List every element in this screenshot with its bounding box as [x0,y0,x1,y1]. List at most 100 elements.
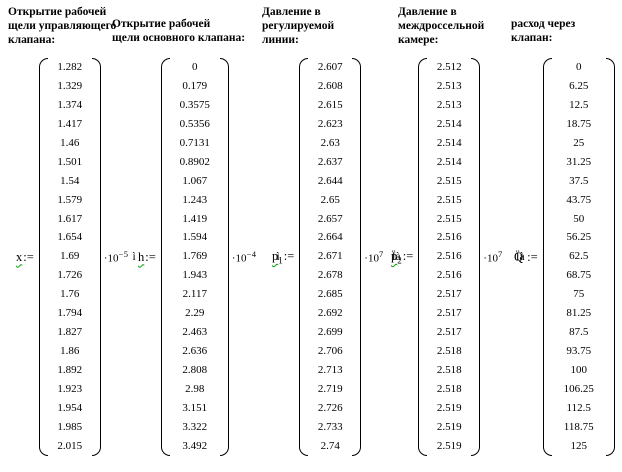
variable-subscript: 1 [278,255,283,266]
vector-value: 2.519 [436,420,462,433]
unit-p2: Ïà [515,251,525,263]
multiplier-p2: ·107 [483,249,502,265]
vector-value: 87.5 [569,326,589,339]
vector-value: 1.374 [57,98,83,111]
header-main-valve-opening[interactable]: Открытие рабочей щели основного клапана: [112,18,246,45]
vector-value: 1.579 [57,193,83,206]
vector-value: 0.8902 [179,155,210,168]
math-region-p2[interactable]: p2:= 2.512 2.513 2.513 2.514 2.514 2.514 2.515… [391,58,525,456]
vector-value: 68.75 [566,269,592,282]
multiplier-base: ·10 [231,252,247,265]
multiplier-base: ·10 [483,252,498,265]
vector-value: 93.75 [566,345,592,358]
vector-value: 2.463 [182,326,208,339]
vector-value: 100 [570,364,587,376]
vector-value: 1.594 [182,231,208,244]
unit-x: ì [132,251,136,263]
vector-h: 0 0.179 0.3575 0.5356 0.7131 0.8902 1.067 1.243… [160,58,229,456]
vector-value: 1.329 [57,79,83,92]
vector-value: 1.067 [182,174,208,187]
vector-value: 2.519 [436,439,462,452]
vector-value: 2.29 [185,307,205,320]
vector-value: 2.726 [317,401,343,414]
vector-value: 2.692 [317,307,343,320]
assign-operator: := [283,248,295,263]
variable-name-p1: p1 [272,249,283,266]
vector-value: 1.954 [57,401,83,414]
vector-value: 0.7131 [179,136,210,149]
vector-value: 1.417 [57,117,83,130]
header-interthrottle-chamber-pressure[interactable]: Давление в междроссельной камере: [398,6,485,47]
assign-operator: := [23,249,34,264]
vector-value: 75 [573,288,585,301]
vector-value: 2.685 [317,288,343,301]
vector-value: 1.923 [57,382,83,395]
vector-value: 2.516 [436,269,462,282]
vector-value: 37.5 [569,174,589,187]
vector-value: 0 [192,61,198,73]
vector-x-values: 1.282 1.329 1.374 1.417 1.46 1.501 1.54 1.579 1.… [48,58,92,456]
vector-value: 2.518 [436,382,462,395]
vector-value: 56.25 [566,231,592,244]
vector-value: 43.75 [566,193,592,206]
variable-subscript: 2 [397,255,402,266]
vector-value: 2.678 [317,269,343,282]
vector-value: 1.282 [57,61,83,73]
vector-value: 1.943 [182,269,208,282]
vector-value: 1.827 [57,326,83,339]
vector-value: 3.151 [182,401,208,414]
variable-name-base: p [391,248,398,263]
vector-value: 50 [573,212,585,225]
variable-name-x: x [16,249,23,264]
vector-p1-values: 2.607 2.608 2.615 2.623 2.63 2.637 2.644 2.65 2.… [308,58,352,456]
header-valve-flow[interactable]: расход через клапан: [511,18,576,45]
multiplier-x: ·10−5 [104,249,129,265]
vector-value: 2.607 [317,61,343,73]
vector-value: 2.63 [320,136,340,149]
vector-value: 2.713 [317,364,343,376]
multiplier-exponent: −5 [118,249,129,260]
assign-operator: := [402,248,414,263]
vector-value: 2.517 [436,288,462,301]
vector-value: 1.617 [57,212,83,225]
vector-value: 118.75 [563,420,594,433]
vector-value: 2.515 [436,212,462,225]
vector-value: 2.513 [436,98,462,111]
math-region-x[interactable]: x:= 1.282 1.329 1.374 1.417 1.46 1.501 1.54 1.5… [16,58,136,456]
multiplier-exponent: 7 [497,249,503,260]
vector-value: 1.86 [60,345,80,358]
variable-name-q: Q [514,249,524,264]
header-regulated-line-pressure[interactable]: Давление в регулируемой линии: [262,6,335,47]
vector-value: 2.514 [436,136,462,149]
header-control-valve-opening[interactable]: Открытие рабочей щели управляющего клапа… [8,6,117,47]
vector-value: 3.492 [182,439,208,452]
vector-value: 2.74 [320,439,340,452]
vector-q: 0 6.25 12.5 18.75 25 31.25 37.5 43.75 50 56.25 62.… [542,58,615,456]
math-region-p1[interactable]: p1:= 2.607 2.608 2.615 2.623 2.63 2.637 2.644 2… [272,58,401,456]
vector-value: 2.719 [317,382,343,395]
variable-label-x: x:= [16,250,34,265]
paren-left-icon [160,58,170,456]
vector-value: 2.808 [182,364,208,376]
vector-value: 2.98 [185,382,205,395]
vector-value: 2.518 [436,345,462,358]
vector-value: 0.3575 [179,98,210,111]
vector-value: 125 [570,439,587,452]
vector-value: 2.733 [317,420,343,433]
vector-value: 1.76 [60,288,80,301]
vector-value: 2.514 [436,155,462,168]
paren-right-icon [219,58,229,456]
math-region-h[interactable]: h:= 0 0.179 0.3575 0.5356 0.7131 0.8902 1.067 1… [138,58,280,456]
vector-value: 1.985 [57,420,83,433]
math-region-q[interactable]: Q := 0 6.25 12.5 18.75 25 31.25 37.5 43.75 50 56.… [514,58,622,456]
paren-left-icon [299,58,309,456]
vector-value: 2.519 [436,401,462,414]
unit-p1: Ïà [391,251,401,263]
vector-value: 1.794 [57,307,83,320]
vector-value: 25 [573,136,585,149]
vector-value: 1.69 [60,250,80,263]
vector-value: 2.706 [317,345,343,358]
vector-q-values: 0 6.25 12.5 18.75 25 31.25 37.5 43.75 50 56.25 62.… [552,58,606,456]
vector-value: 3.322 [182,420,208,433]
vector-value: 1.419 [182,212,208,225]
